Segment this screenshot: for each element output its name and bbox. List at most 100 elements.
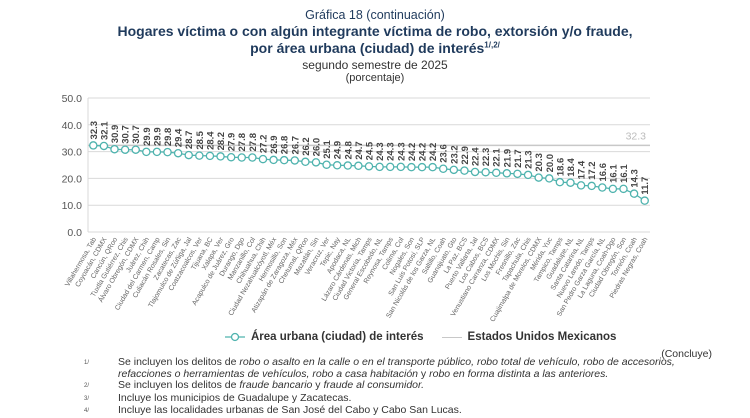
figure-label: Gráfica 18 (continuación) (305, 8, 445, 22)
data-label: 22.4 (471, 147, 482, 166)
data-label: 24.5 (365, 141, 376, 160)
data-point (322, 160, 331, 169)
data-point (438, 164, 448, 174)
y-tick-label: 10.0 (62, 200, 83, 212)
data-label: 26.7 (290, 136, 301, 155)
data-point (523, 170, 533, 180)
data-label: 32.1 (99, 121, 110, 140)
data-point (173, 148, 183, 158)
y-axis: 0.0 10.0 20.0 30.0 40.0 50.0 (62, 93, 89, 239)
footnote-text-plain: Incluye los municipios de Guadalupe y Za… (118, 391, 352, 404)
data-point (89, 141, 98, 150)
data-point (640, 196, 649, 205)
data-point (576, 181, 586, 190)
y-tick-label: 30.0 (62, 147, 83, 159)
title-footnote-ref: 1/,2/ (484, 40, 500, 50)
footnote-text: Incluye los municipios de Guadalupe y Za… (118, 391, 718, 406)
data-label: 24.2 (407, 143, 418, 162)
data-label: 30.9 (110, 125, 121, 143)
y-tick-label: 20.0 (62, 173, 83, 185)
data-point (343, 161, 353, 170)
gridlines (88, 97, 650, 233)
footnote: 1/Se incluyen los delitos de robo o asal… (84, 356, 718, 380)
data-label: 24.2 (418, 143, 429, 162)
footnote-text: Incluye las localidades urbanas de San J… (118, 405, 718, 418)
data-point (163, 147, 172, 157)
data-label: 22.9 (460, 146, 471, 165)
data-point (534, 173, 543, 182)
concluye-note: (Concluye) (661, 348, 712, 360)
data-label: 28.2 (216, 132, 227, 151)
footnote: 2/Se incluyen los delitos de fraude banc… (84, 379, 718, 393)
legend-label-urban-area: Área urbana (ciudad) de interés (251, 331, 424, 343)
data-label: 20.0 (545, 154, 556, 173)
data-point (354, 161, 363, 171)
data-label: 24.7 (354, 141, 365, 160)
data-label: 14.3 (630, 169, 641, 188)
data-point (237, 153, 247, 162)
data-point (491, 168, 501, 178)
data-label: 26.8 (280, 136, 291, 155)
data-label: 18.4 (566, 157, 577, 176)
data-point (226, 152, 236, 162)
data-label: 22.1 (492, 148, 503, 167)
data-point (269, 155, 278, 165)
data-point (332, 161, 342, 170)
data-label: 27.8 (248, 133, 259, 152)
data-label: 29.8 (163, 128, 174, 147)
reference-line-national: 32.3 (88, 130, 650, 147)
data-point (460, 166, 469, 175)
data-label: 30.7 (131, 125, 142, 144)
legend-marker-circle-icon (225, 332, 245, 342)
legend-line-icon (441, 336, 462, 338)
data-point (470, 167, 480, 177)
data-point (216, 152, 225, 161)
data-label: 32.3 (89, 121, 100, 140)
data-label: 29.9 (142, 127, 153, 146)
data-label: 21.7 (513, 149, 524, 168)
data-point (131, 145, 140, 154)
chart-title-line2: por área urbana (ciudad) de interés1/,2/ (0, 40, 750, 56)
y-tick-label: 40.0 (62, 120, 83, 132)
data-point (396, 162, 406, 172)
data-point (142, 147, 151, 157)
data-label: 29.4 (174, 128, 185, 147)
data-point (375, 162, 384, 172)
data-point (311, 158, 321, 167)
data-label: 16.6 (598, 163, 609, 182)
chart-period: segundo semestre de 2025 (302, 58, 448, 72)
legend: Área urbana (ciudad) de interés Estados … (225, 331, 616, 343)
line-chart: 0.010.020.030.040.050.0 32.3 32.3 32.1 30.… (62, 93, 652, 323)
data-point (449, 165, 459, 175)
footnote-mark: 1/ (84, 360, 90, 366)
footnote-text-plain: Incluye las localidades urbanas de San J… (118, 404, 462, 417)
data-label: 24.3 (375, 142, 386, 161)
footnote-mark: 3/ (84, 395, 90, 402)
y-tick-label: 50.0 (62, 93, 83, 105)
data-label: 24.8 (343, 141, 354, 160)
data-label: 16.1 (619, 164, 630, 183)
data-label: 26.0 (311, 138, 322, 157)
data-point (619, 184, 628, 194)
footnote-text-plain: y (312, 379, 324, 392)
data-label: 27.9 (227, 133, 238, 152)
footnote: 3/Incluye los municipios de Guadalupe y … (84, 391, 718, 406)
series-urban-areas (89, 141, 649, 205)
data-point (481, 167, 490, 177)
data-label: 25.1 (322, 140, 333, 159)
data-label: 30.7 (121, 125, 132, 144)
data-label: 18.6 (555, 158, 566, 177)
data-label: 24.3 (386, 142, 397, 161)
data-label: 24.2 (428, 143, 439, 162)
value-labels: 32.3 32.1 30.9 30.7 30.7 29.9 29.9 29.8 29.4 28.7… (89, 121, 651, 195)
data-point (195, 151, 204, 160)
data-label: 24.3 (396, 142, 407, 161)
data-label: 11.7 (640, 177, 651, 195)
data-label: 27.2 (258, 135, 269, 154)
data-point (364, 162, 374, 171)
data-point (629, 189, 639, 198)
data-point (417, 162, 427, 172)
data-point (99, 141, 109, 151)
data-point (248, 153, 257, 162)
